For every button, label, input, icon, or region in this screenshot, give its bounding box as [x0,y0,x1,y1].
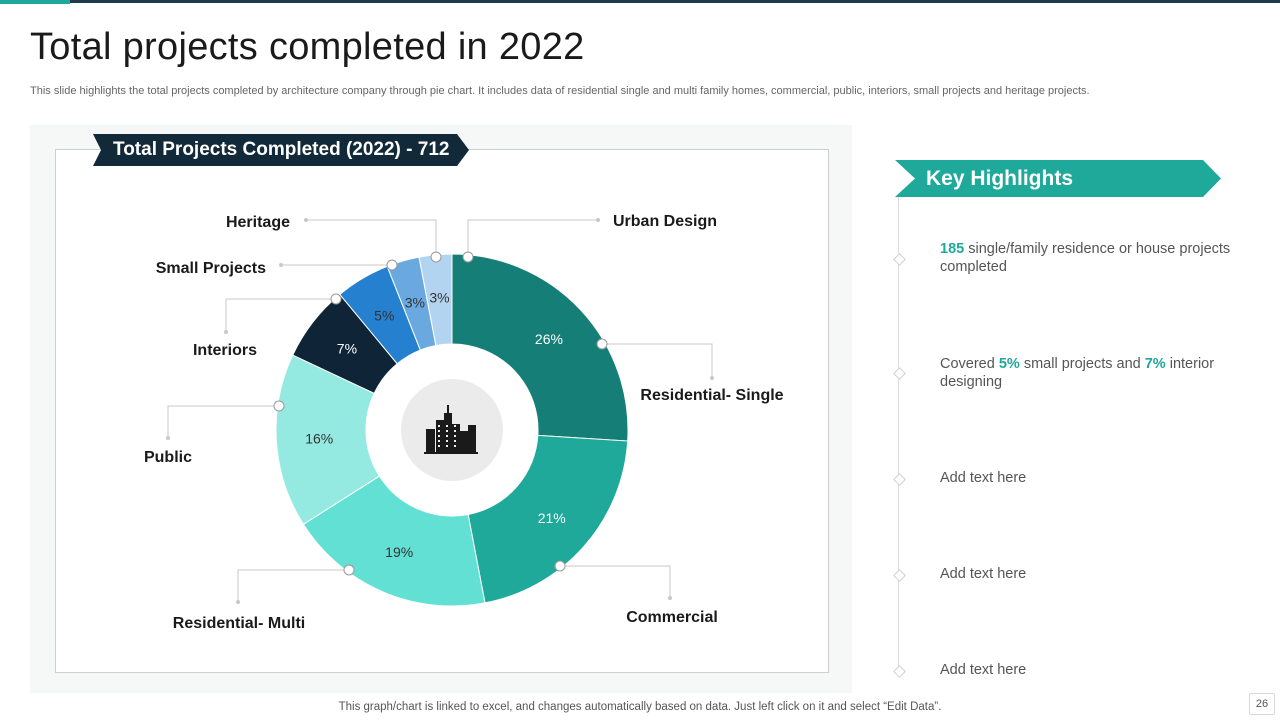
leader-line [237,569,349,602]
leader-anchor-dot [386,259,398,271]
highlights-timeline [898,197,899,675]
page-number: 26 [1249,693,1275,715]
leader-end-dot [596,218,600,222]
leader-anchor-dot [430,251,442,263]
city-buildings-icon [424,405,478,454]
highlight-number: 185 [940,241,965,257]
leader-anchor-dot [343,564,355,576]
slice-value-label: 3% [429,290,449,306]
chart-title: Total Projects Completed (2022) - 712 [113,139,450,160]
leader-end-dot [304,218,308,222]
highlight-text: Covered [940,356,999,372]
chart-title-banner: Total Projects Completed (2022) - 712 [93,134,469,166]
slice-urban-design[interactable] [418,253,453,347]
slice-value-label: 3% [405,294,425,310]
highlight-item-2: Covered 5% small projects and 7% interio… [940,355,1240,391]
highlight-number: 7% [1144,356,1166,372]
slice-value-label: 16% [305,430,333,446]
highlight-text: single/family residence or house project… [940,241,1231,275]
highlight-item-5[interactable]: Add text here [940,661,1240,679]
leader-anchor-dot [596,338,608,350]
leader-end-dot [224,330,228,334]
key-highlights-title: Key Highlights [926,166,1074,190]
category-label-commercial: Commercial [626,609,718,626]
category-label-interiors: Interiors [193,342,257,359]
category-label-residential-single: Residential- Single [640,387,783,404]
highlight-item-4[interactable]: Add text here [940,565,1240,583]
building-windows [438,425,456,447]
leader-anchor-dot [462,251,474,263]
leader-line [560,565,671,598]
category-label-public: Public [144,449,192,466]
slide-title: Total projects completed in 2022 [30,26,585,68]
slice-residential-multi[interactable] [302,475,486,607]
slice-residential-single[interactable] [451,253,629,442]
placeholder-text[interactable]: Add text here [940,566,1027,582]
leader-end-dot [236,600,240,604]
placeholder-text[interactable]: Add text here [940,470,1027,486]
slice-value-label: 21% [538,510,566,526]
slice-value-label: 19% [385,544,413,560]
leader-end-dot [710,376,714,380]
leader-line [467,219,598,257]
top-rule [0,0,1280,3]
top-accent-rule [0,0,70,4]
category-label-heritage: Heritage [226,214,290,231]
slice-value-label: 7% [337,340,357,356]
slice-public[interactable] [275,354,381,525]
footnote: This graph/chart is linked to excel, and… [338,701,942,713]
leader-end-dot [279,263,283,267]
highlight-text: small projects and [1019,356,1145,372]
slice-value-label: 5% [374,308,394,324]
leader-anchor-dot [330,293,342,305]
leader-anchor-dot [273,400,285,412]
highlight-item-1: 185 single/family residence or house pro… [940,240,1240,276]
placeholder-text[interactable]: Add text here [940,662,1027,678]
slice-commercial[interactable] [467,434,629,604]
leader-line [167,405,279,438]
highlight-item-3[interactable]: Add text here [940,469,1240,487]
leader-end-dot [668,596,672,600]
slide-subtitle: This slide highlights the total projects… [30,85,1090,97]
leader-line [602,343,713,378]
leader-line [306,219,437,257]
category-label-urban-design: Urban Design [613,213,717,230]
slice-value-label: 26% [535,331,563,347]
highlight-text: interior designing [940,356,1215,390]
leader-line [225,298,336,332]
category-label-residential-multi: Residential- Multi [173,615,305,632]
leader-anchor-dot [554,560,566,572]
category-label-small-projects: Small Projects [156,260,266,277]
highlight-number: 5% [998,356,1020,372]
leader-end-dot [166,436,170,440]
key-highlights-banner: Key Highlights [895,160,1221,197]
